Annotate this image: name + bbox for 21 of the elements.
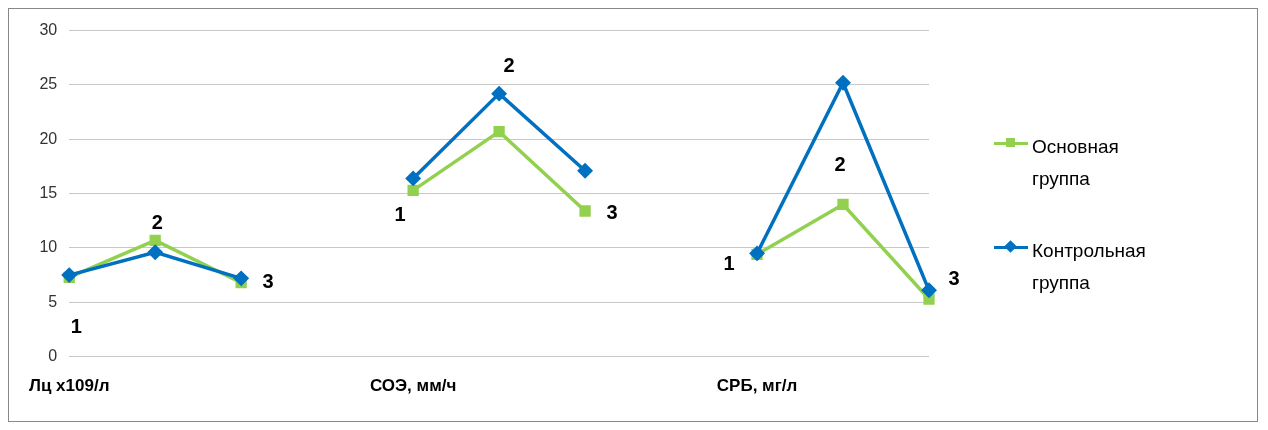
x-tick-label: Лц х109/л [28, 376, 110, 396]
y-tick-label: 30 [39, 21, 58, 39]
y-tick-label: 20 [39, 129, 58, 147]
annotation: 3 [262, 270, 274, 293]
legend-label: Основная группа [1032, 135, 1120, 191]
y-tick-label: 5 [48, 292, 58, 310]
y-tick-label: 15 [39, 184, 58, 202]
y-tick-label: 0 [48, 347, 58, 365]
x-tick-label: СОЭ, мм/ч [369, 376, 457, 396]
annotation: 1 [394, 202, 406, 225]
annotation: 2 [503, 54, 515, 77]
text: 3 [948, 266, 960, 289]
legend-label: Контрольная группа [1032, 239, 1147, 295]
y-tick-label: 25 [39, 75, 58, 93]
annotation: 1 [723, 251, 735, 274]
annotation: 2 [834, 152, 846, 175]
y-tick-label: 10 [39, 238, 58, 256]
annotation: 3 [606, 200, 618, 223]
annotation: 2 [151, 210, 163, 233]
x-tick-label: СРБ, мг/л [716, 376, 798, 396]
annotation: 1 [70, 314, 82, 337]
